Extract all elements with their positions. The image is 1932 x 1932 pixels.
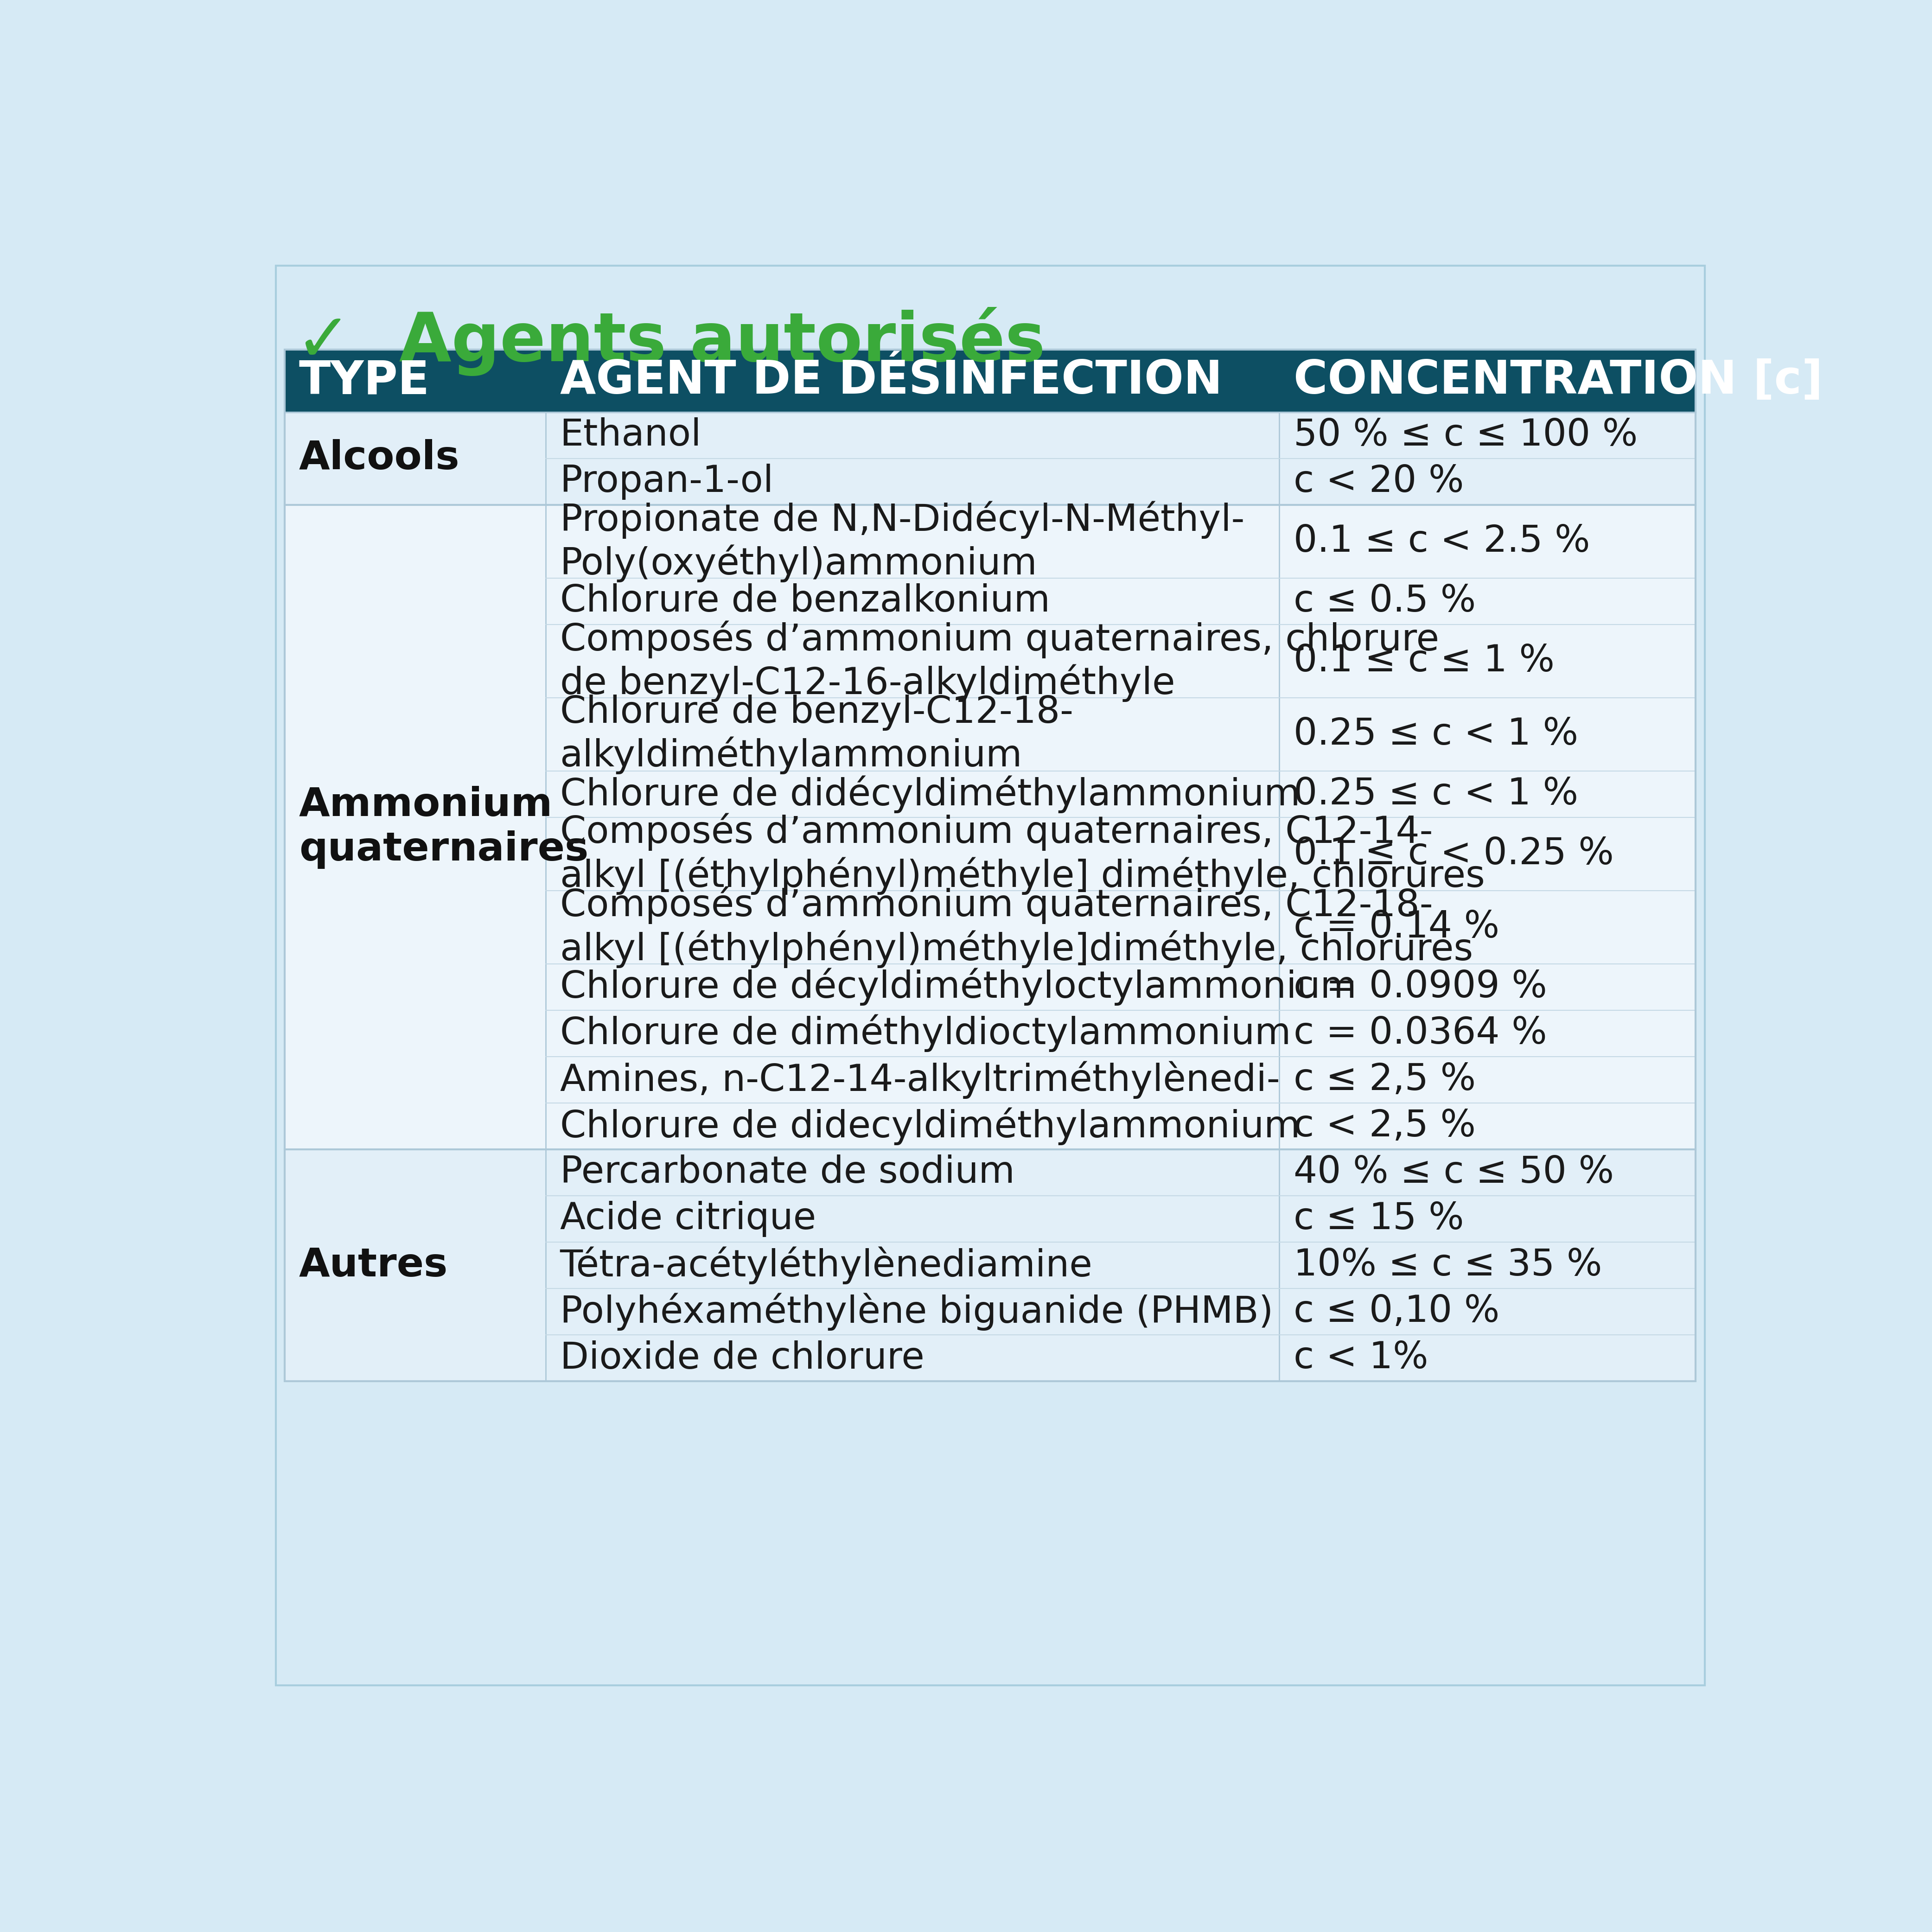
Text: TYPE: TYPE <box>299 359 429 404</box>
Text: Dioxide de chlorure: Dioxide de chlorure <box>560 1341 923 1376</box>
Text: AGENT DE DÉSINFECTION: AGENT DE DÉSINFECTION <box>560 359 1223 404</box>
Text: Tétra-acétyléthylènediamine: Tétra-acétyléthylènediamine <box>560 1246 1092 1285</box>
Text: Ammonium
quaternaires: Ammonium quaternaires <box>299 786 589 869</box>
Text: Chlorure de décyldiméthyloctylammonium: Chlorure de décyldiméthyloctylammonium <box>560 968 1356 1007</box>
Bar <box>284 1150 1696 1381</box>
Bar <box>284 350 1696 412</box>
Text: c = 0.14 %: c = 0.14 % <box>1294 910 1499 945</box>
Bar <box>284 350 1696 1381</box>
Text: Autres: Autres <box>299 1246 448 1285</box>
Text: c = 0.0909 %: c = 0.0909 % <box>1294 968 1548 1005</box>
Text: Amines, n-C12-14-alkyltriméthylènedi-: Amines, n-C12-14-alkyltriméthylènedi- <box>560 1061 1279 1099</box>
Text: Polyhéxaméthylène biguanide (PHMB): Polyhéxaméthylène biguanide (PHMB) <box>560 1293 1273 1331</box>
Text: 0.25 ≤ c < 1 %: 0.25 ≤ c < 1 % <box>1294 717 1578 752</box>
Text: Chlorure de benzyl-C12-18-
alkyldiméthylammonium: Chlorure de benzyl-C12-18- alkyldiméthyl… <box>560 694 1072 775</box>
Text: c ≤ 2,5 %: c ≤ 2,5 % <box>1294 1063 1476 1097</box>
Text: c ≤ 15 %: c ≤ 15 % <box>1294 1202 1464 1236</box>
Text: ✓  Agents autorisés: ✓ Agents autorisés <box>296 307 1045 377</box>
Text: c ≤ 0.5 %: c ≤ 0.5 % <box>1294 583 1476 620</box>
Text: Propionate de N,N-Didécyl-N-Méthyl-
Poly(oxyéthyl)ammonium: Propionate de N,N-Didécyl-N-Méthyl- Poly… <box>560 500 1244 582</box>
Bar <box>284 412 1696 504</box>
Text: Chlorure de didecyldiméthylammonium: Chlorure de didecyldiméthylammonium <box>560 1107 1300 1146</box>
Text: 10% ≤ c ≤ 35 %: 10% ≤ c ≤ 35 % <box>1294 1248 1602 1283</box>
Text: 0.25 ≤ c < 1 %: 0.25 ≤ c < 1 % <box>1294 777 1578 811</box>
Text: 50 % ≤ c ≤ 100 %: 50 % ≤ c ≤ 100 % <box>1294 417 1638 454</box>
Text: Alcools: Alcools <box>299 439 460 477</box>
Text: 0.1 ≤ c ≤ 1 %: 0.1 ≤ c ≤ 1 % <box>1294 643 1555 680</box>
Text: 40 % ≤ c ≤ 50 %: 40 % ≤ c ≤ 50 % <box>1294 1155 1613 1190</box>
Text: Composés d’ammonium quaternaires, C12-14-
alkyl [(éthylphényl)méthyle] diméthyle: Composés d’ammonium quaternaires, C12-14… <box>560 813 1484 895</box>
Text: Chlorure de diméthyldioctylammonium: Chlorure de diméthyldioctylammonium <box>560 1014 1291 1053</box>
Text: Composés d’ammonium quaternaires, chlorure
de benzyl-C12-16-alkyldiméthyle: Composés d’ammonium quaternaires, chloru… <box>560 620 1439 701</box>
Text: c < 20 %: c < 20 % <box>1294 464 1464 500</box>
Text: Chlorure de benzalkonium: Chlorure de benzalkonium <box>560 583 1049 620</box>
Text: Chlorure de didécyldiméthylammonium: Chlorure de didécyldiméthylammonium <box>560 775 1300 813</box>
Text: Composés d’ammonium quaternaires, C12-18-
alkyl [(éthylphényl)méthyle]diméthyle,: Composés d’ammonium quaternaires, C12-18… <box>560 887 1472 968</box>
Text: 0.1 ≤ c < 2.5 %: 0.1 ≤ c < 2.5 % <box>1294 524 1590 560</box>
Text: Propan-1-ol: Propan-1-ol <box>560 464 773 500</box>
Text: CONCENTRATION [c]: CONCENTRATION [c] <box>1294 359 1824 404</box>
Bar <box>284 504 1696 1150</box>
Text: Percarbonate de sodium: Percarbonate de sodium <box>560 1155 1014 1190</box>
Text: c ≤ 0,10 %: c ≤ 0,10 % <box>1294 1294 1499 1329</box>
Text: c = 0.0364 %: c = 0.0364 % <box>1294 1014 1548 1051</box>
Text: 0.1 ≤ c < 0.25 %: 0.1 ≤ c < 0.25 % <box>1294 837 1613 871</box>
Text: c < 2,5 %: c < 2,5 % <box>1294 1109 1476 1144</box>
Text: Acide citrique: Acide citrique <box>560 1202 815 1236</box>
Text: Ethanol: Ethanol <box>560 417 701 454</box>
Text: c < 1%: c < 1% <box>1294 1341 1428 1376</box>
